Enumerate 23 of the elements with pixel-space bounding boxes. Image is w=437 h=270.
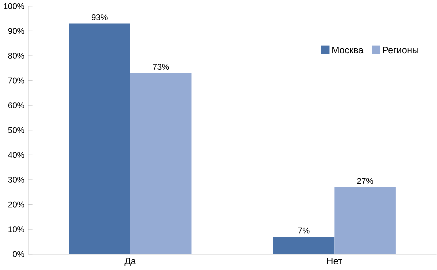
x-tick-label: Нет <box>327 258 342 265</box>
y-tick-label: 30% <box>8 177 24 184</box>
data-label: 27% <box>357 178 374 184</box>
y-tick-label: 70% <box>8 78 24 84</box>
data-label: 93% <box>92 14 108 21</box>
y-tick-label: 10% <box>8 226 24 233</box>
y-tick-label: 0% <box>13 252 24 258</box>
legend-label: Москва <box>332 47 364 54</box>
y-tick-label: 80% <box>8 53 24 60</box>
data-label: 7% <box>298 228 310 234</box>
legend-label: Регионы <box>383 47 419 54</box>
y-tick-label: 60% <box>8 102 24 109</box>
x-tick-label: Да <box>124 258 136 266</box>
y-tick-label: 40% <box>8 152 24 158</box>
y-tick-label: 20% <box>8 202 24 208</box>
y-tick-label: 90% <box>8 28 24 34</box>
data-label: 73% <box>153 64 170 70</box>
bar <box>273 237 335 254</box>
y-tick-label: 50% <box>8 128 24 134</box>
bar <box>334 188 396 254</box>
bar <box>69 24 130 254</box>
y-tick-label: 100% <box>4 4 24 10</box>
bar <box>130 73 192 254</box>
